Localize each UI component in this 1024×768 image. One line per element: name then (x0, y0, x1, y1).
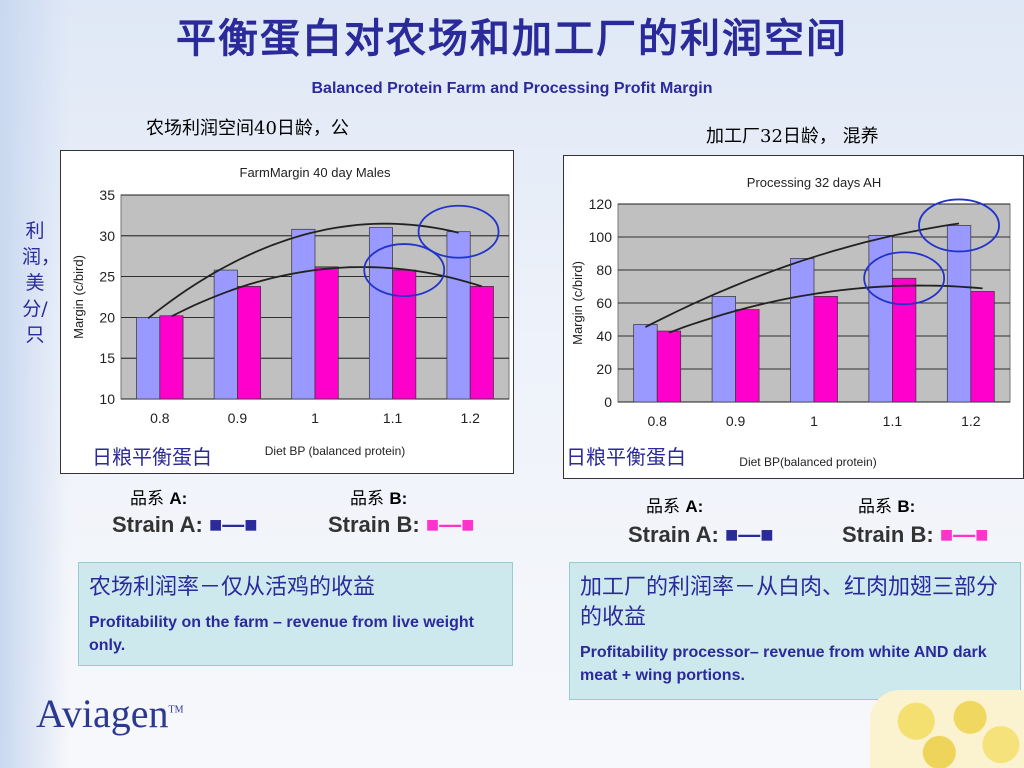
page-title: 平衡蛋白对农场和加工厂的利润空间 (176, 16, 848, 62)
trend-curve-strain-b (170, 266, 483, 318)
left-legend-strain-a: Strain A: ■—■ (112, 512, 258, 538)
right-strain-b-zh: 品系 B: (858, 492, 915, 517)
bar-strain-a (790, 258, 815, 403)
x-tick-label: 1.1 (883, 413, 903, 429)
y-tick-label: 30 (99, 228, 115, 244)
bar-strain-b (735, 309, 760, 403)
bar-strain-a (633, 324, 658, 403)
x-axis-label: Diet BP (balanced protein) (265, 444, 406, 458)
y-axis-label: Margin (c/bird) (71, 255, 86, 339)
y-tick-label: 20 (596, 361, 612, 377)
y-tick-label: 120 (589, 196, 613, 212)
chart-title: Processing 32 days AH (747, 175, 881, 190)
strain-a-zh-text: 品系 (646, 497, 680, 517)
legend-strain-a-text: Strain A: (628, 522, 719, 547)
y-tick-label: 80 (596, 262, 612, 278)
y-tick-label: 10 (99, 391, 115, 407)
y-tick-label: 25 (99, 269, 115, 285)
highlight-circle (918, 198, 1000, 253)
x-tick-label: 0.8 (150, 410, 170, 426)
right-legend-strain-b: Strain B: ■—■ (842, 522, 988, 548)
processing-info-box: 加工厂的利润率－从白肉、红肉加翅三部分的收益 Profitability pro… (569, 562, 1021, 700)
left-strain-b-zh: 品系 B: (350, 484, 407, 509)
vertical-axis-note: 利润，美分/只 (22, 220, 61, 346)
strain-b-zh-text: 品系 (350, 489, 384, 509)
farm-info-box: 农场利润率－仅从活鸡的收益 Profitability on the farm … (78, 562, 513, 666)
bar-strain-b (237, 286, 262, 400)
trend-curve-strain-b (668, 284, 983, 334)
left-diet-label-zh: 日粮平衡蛋白 (92, 445, 212, 469)
strain-b-legend-swatch: ■—■ (939, 522, 989, 547)
legend-strain-b-text: Strain B: (328, 512, 420, 537)
x-tick-label: 1 (810, 413, 818, 429)
legend-strain-b-text: Strain B: (842, 522, 934, 547)
highlight-circle (417, 204, 500, 259)
processing-chart: 0 20 40 60 80 100 120 Processing 32 days AH Marg… (563, 155, 1024, 479)
y-tick-label: 35 (99, 187, 115, 203)
trend-curve-strain-a (147, 222, 459, 320)
bar-strain-b (314, 266, 339, 400)
y-tick-label: 60 (596, 295, 612, 311)
bar-strain-b (469, 286, 494, 400)
strain-b-letter: B: (389, 489, 408, 508)
strain-a-zh-text: 品系 (130, 489, 164, 509)
bar-strain-b (392, 269, 417, 400)
right-legend-strain-a: Strain A: ■—■ (628, 522, 774, 548)
right-chart-caption: 加工厂32日龄， 混养 (706, 126, 879, 147)
chart-title: FarmMargin 40 day Males (240, 165, 391, 180)
x-tick-label: 1.2 (460, 410, 480, 426)
highlight-circle (363, 243, 446, 297)
bar-strain-a (136, 317, 161, 400)
logo-tm: TM (168, 704, 184, 716)
x-tick-label: 1.1 (383, 410, 403, 426)
x-tick-label: 0.9 (228, 410, 248, 426)
bar-strain-a (868, 234, 893, 403)
aviagen-logo: AviagenTM (36, 690, 184, 737)
processing-chart-svg: 0 20 40 60 80 100 120 Processing 32 days AH Marg… (570, 175, 1011, 469)
y-tick-label: 40 (596, 328, 612, 344)
left-legend-strain-b: Strain B: ■—■ (328, 512, 474, 538)
farm-chart: 10 15 20 25 30 35 FarmMargin 40 day Males Margi… (60, 150, 514, 474)
page-subtitle: Balanced Protein Farm and Processing Pro… (311, 80, 713, 97)
right-diet-label-zh: 日粮平衡蛋白 (566, 445, 686, 469)
bar-strain-b (159, 315, 184, 400)
right-strain-a-zh: 品系 A: (646, 492, 703, 517)
y-axis-label: Margin (c/bird) (570, 261, 585, 345)
background-strip (0, 0, 70, 768)
strain-a-letter: A: (169, 489, 188, 508)
processing-info-en: Profitability processor– revenue from wh… (580, 644, 987, 684)
processing-info-zh: 加工厂的利润率－从白肉、红肉加翅三部分的收益 (580, 575, 999, 630)
chicks-photo (870, 690, 1024, 768)
y-tick-label: 20 (99, 309, 115, 325)
strain-b-letter: B: (897, 497, 916, 516)
bar-strain-b (970, 291, 995, 403)
highlight-circle (863, 251, 946, 306)
legend-strain-a-text: Strain A: (112, 512, 203, 537)
strain-b-legend-swatch: ■—■ (425, 512, 475, 537)
bar-strain-b (656, 330, 682, 403)
strain-a-legend-swatch: ■—■ (208, 512, 258, 537)
strain-a-legend-swatch: ■—■ (724, 522, 774, 547)
y-tick-label: 100 (589, 229, 613, 245)
y-tick-label: 0 (604, 394, 612, 410)
y-tick-label: 15 (99, 350, 115, 366)
left-chart-caption: 农场利润空间40日龄，公 (146, 118, 349, 139)
bar-strain-b (813, 296, 838, 403)
farm-chart-svg: 10 15 20 25 30 35 FarmMargin 40 day Males Margi… (71, 165, 510, 458)
x-tick-label: 0.9 (726, 413, 746, 429)
logo-text: Aviagen (36, 691, 169, 736)
x-axis-label: Diet BP(balanced protein) (739, 455, 876, 469)
farm-info-zh: 农场利润率－仅从活鸡的收益 (89, 575, 376, 600)
strain-b-zh-text: 品系 (858, 497, 892, 517)
left-strain-a-zh: 品系 A: (130, 484, 187, 509)
trend-curve-strain-a (644, 222, 960, 328)
strain-a-letter: A: (685, 497, 704, 516)
x-tick-label: 0.8 (647, 413, 667, 429)
bar-strain-b (892, 277, 917, 403)
x-tick-label: 1.2 (961, 413, 981, 429)
bar-strain-a (291, 228, 316, 400)
farm-info-en: Profitability on the farm – revenue from… (89, 614, 474, 654)
x-tick-label: 1 (311, 410, 319, 426)
